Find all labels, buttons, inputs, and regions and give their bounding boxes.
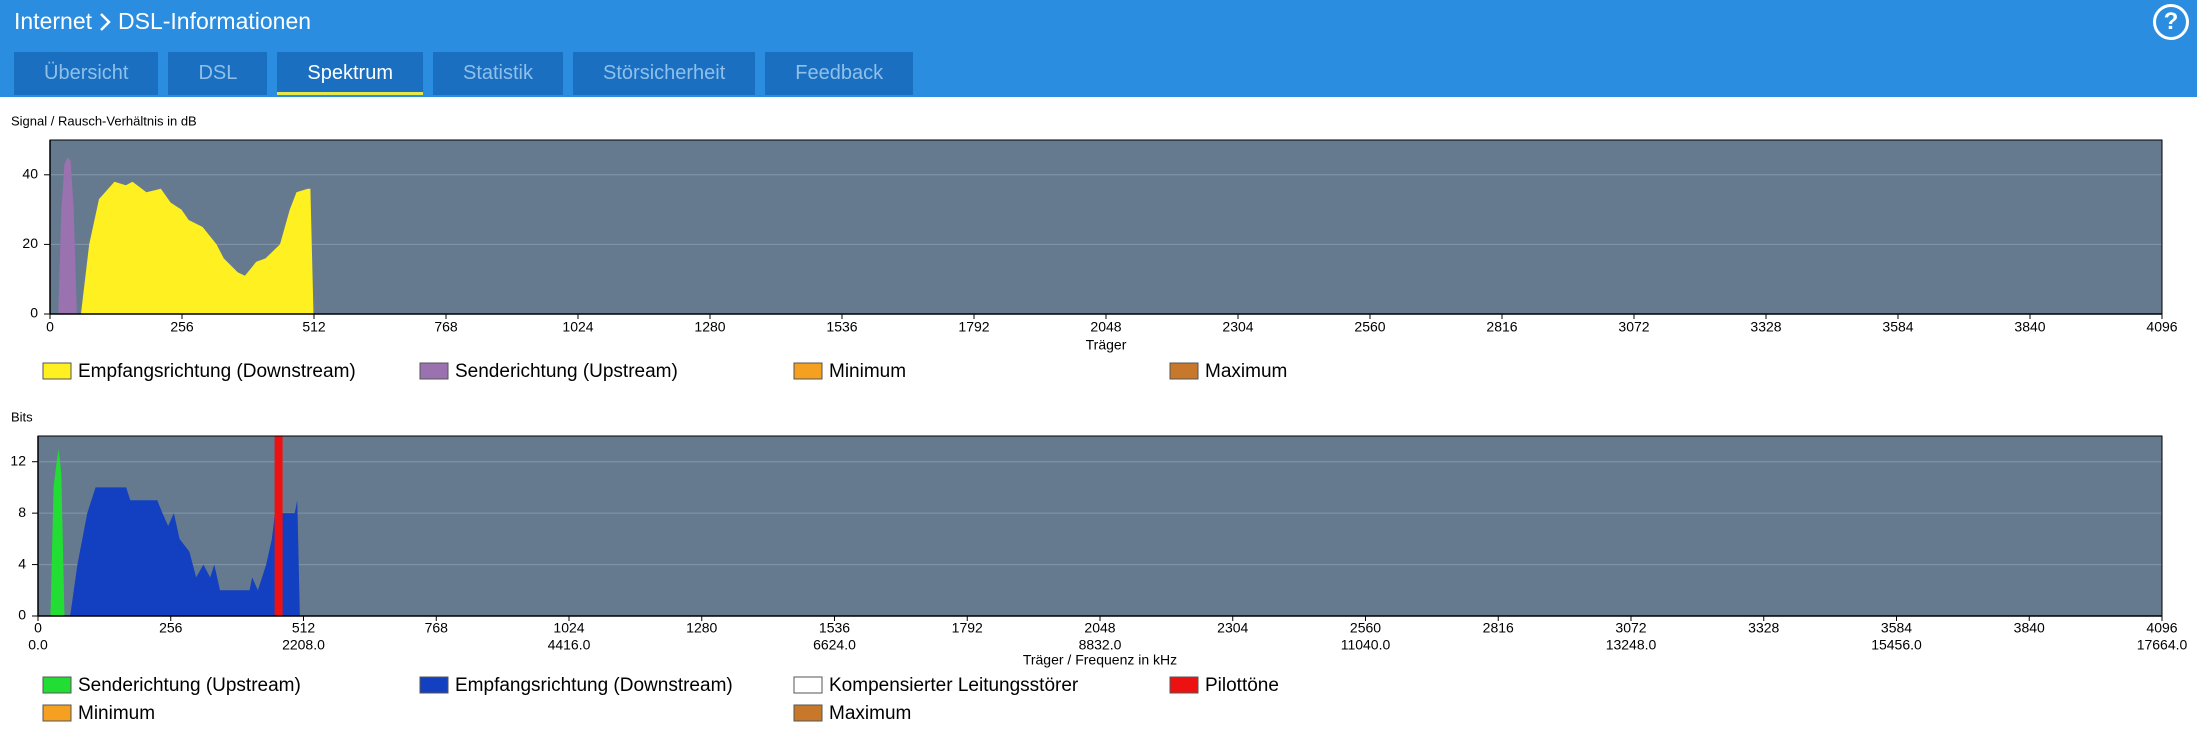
- y-tick-label: 4: [18, 555, 26, 571]
- help-button[interactable]: ?: [2153, 4, 2189, 40]
- tab[interactable]: DSL: [168, 52, 268, 95]
- legend-swatch: [793, 704, 823, 722]
- tab[interactable]: Störsicherheit: [573, 52, 756, 95]
- x-tick-label: 3840: [2014, 319, 2045, 335]
- tab-bar: Übersicht DSL Spektrum Statistik Störsicherh…: [14, 52, 914, 95]
- x-tick-label: 0: [46, 319, 54, 335]
- chart-title: Bits: [11, 409, 33, 424]
- legend-label: Minimum: [78, 703, 155, 724]
- x2-tick-label: 13248.0: [1606, 637, 1657, 653]
- x-tick-label: 3584: [1882, 319, 1913, 335]
- x-tick-label: 1280: [686, 620, 717, 636]
- chart-title: Signal / Rausch-Verhältnis in dB: [11, 113, 197, 128]
- plot-area: [38, 436, 2162, 616]
- x-tick-label: 2048: [1084, 620, 1115, 636]
- breadcrumb-item[interactable]: Internet: [14, 8, 92, 34]
- x-tick-label: 768: [425, 620, 449, 636]
- x-tick-label: 768: [434, 319, 458, 335]
- x-tick-label: 256: [170, 319, 194, 335]
- legend-swatch: [793, 362, 823, 380]
- x-tick-label: 2048: [1090, 319, 1121, 335]
- x-tick-label: 2816: [1483, 620, 1514, 636]
- header: Internet DSL-Informationen ? Übersicht DS…: [0, 0, 2197, 97]
- tab[interactable]: Spektrum: [277, 52, 423, 95]
- legend-swatch: [793, 676, 823, 694]
- legend-swatch: [42, 676, 72, 694]
- tab[interactable]: Statistik: [432, 52, 564, 95]
- x-tick-label: 2560: [1350, 620, 1381, 636]
- x2-tick-label: 11040.0: [1341, 637, 1391, 653]
- spectrum-area: [50, 448, 65, 616]
- x-tick-label: 1792: [958, 319, 989, 335]
- x-tick-label: 1280: [694, 319, 725, 335]
- x-tick-label: 3328: [1750, 319, 1781, 335]
- x-tick-label: 1536: [826, 319, 857, 335]
- x-axis-title: Träger / Frequenz in kHz: [1023, 652, 1177, 668]
- x-tick-label: 2560: [1354, 319, 1385, 335]
- x2-tick-label: 15456.0: [1871, 637, 1922, 653]
- x-tick-label: 1024: [553, 620, 584, 636]
- x-tick-label: 3584: [1881, 620, 1912, 636]
- breadcrumb: Internet DSL-Informationen: [14, 8, 311, 35]
- legend-swatch: [1169, 362, 1199, 380]
- legend-label: Maximum: [829, 703, 911, 724]
- breadcrumb-item: DSL-Informationen: [118, 8, 312, 34]
- x-tick-label: 2304: [1222, 319, 1253, 335]
- x2-tick-label: 4416.0: [548, 637, 591, 653]
- legend-label: Senderichtung (Upstream): [455, 361, 678, 382]
- x-tick-label: 3072: [1615, 620, 1646, 636]
- y-tick-label: 12: [10, 452, 26, 468]
- x-tick-label: 1024: [562, 319, 593, 335]
- x2-tick-label: 2208.0: [282, 637, 325, 653]
- x-tick-label: 4096: [2146, 319, 2177, 335]
- y-tick-label: 0: [18, 607, 26, 623]
- tab[interactable]: Übersicht: [14, 52, 159, 95]
- x2-tick-label: 6624.0: [813, 637, 856, 653]
- x2-tick-label: 8832.0: [1079, 637, 1122, 653]
- x-tick-label: 3840: [2014, 620, 2045, 636]
- legend-swatch: [419, 676, 449, 694]
- legend-label: Empfangsrichtung (Downstream): [78, 361, 356, 382]
- spectrum-area: [80, 181, 314, 314]
- legend-swatch: [1169, 676, 1199, 694]
- x-tick-label: 2816: [1486, 319, 1517, 335]
- chevron: [100, 12, 111, 31]
- y-tick-label: 0: [30, 305, 38, 321]
- x-tick-label: 1536: [819, 620, 850, 636]
- x-axis-title: Träger: [1086, 337, 1127, 353]
- legend-swatch: [419, 362, 449, 380]
- plot-area: [50, 140, 2162, 314]
- legend-label: Senderichtung (Upstream): [78, 675, 301, 696]
- x-tick-label: 512: [302, 319, 326, 335]
- pilot-tone: [274, 436, 283, 616]
- x-tick-label: 4096: [2146, 620, 2177, 636]
- y-tick-label: 40: [22, 166, 38, 182]
- legend-label: Empfangsrichtung (Downstream): [455, 675, 733, 696]
- y-tick-label: 20: [22, 235, 38, 251]
- legend-swatch: [42, 362, 72, 380]
- legend-label: Minimum: [829, 361, 906, 382]
- legend-label: Pilottöne: [1205, 675, 1279, 696]
- x2-tick-label: 17664.0: [2137, 637, 2188, 653]
- legend-label: Kompensierter Leitungsstörer: [829, 675, 1079, 696]
- x2-tick-label: 0.0: [28, 637, 48, 653]
- x-tick-label: 256: [159, 620, 183, 636]
- tab[interactable]: Feedback: [765, 52, 914, 95]
- spectrum-area: [70, 487, 300, 616]
- x-tick-label: 1792: [952, 620, 983, 636]
- spectrum-area: [58, 157, 77, 314]
- x-tick-label: 3328: [1748, 620, 1779, 636]
- y-tick-label: 8: [18, 504, 26, 520]
- x-tick-label: 0: [34, 620, 42, 636]
- x-tick-label: 512: [292, 620, 316, 636]
- legend-swatch: [42, 704, 72, 722]
- x-tick-label: 3072: [1618, 319, 1649, 335]
- x-tick-label: 2304: [1217, 620, 1248, 636]
- legend-label: Maximum: [1205, 361, 1287, 382]
